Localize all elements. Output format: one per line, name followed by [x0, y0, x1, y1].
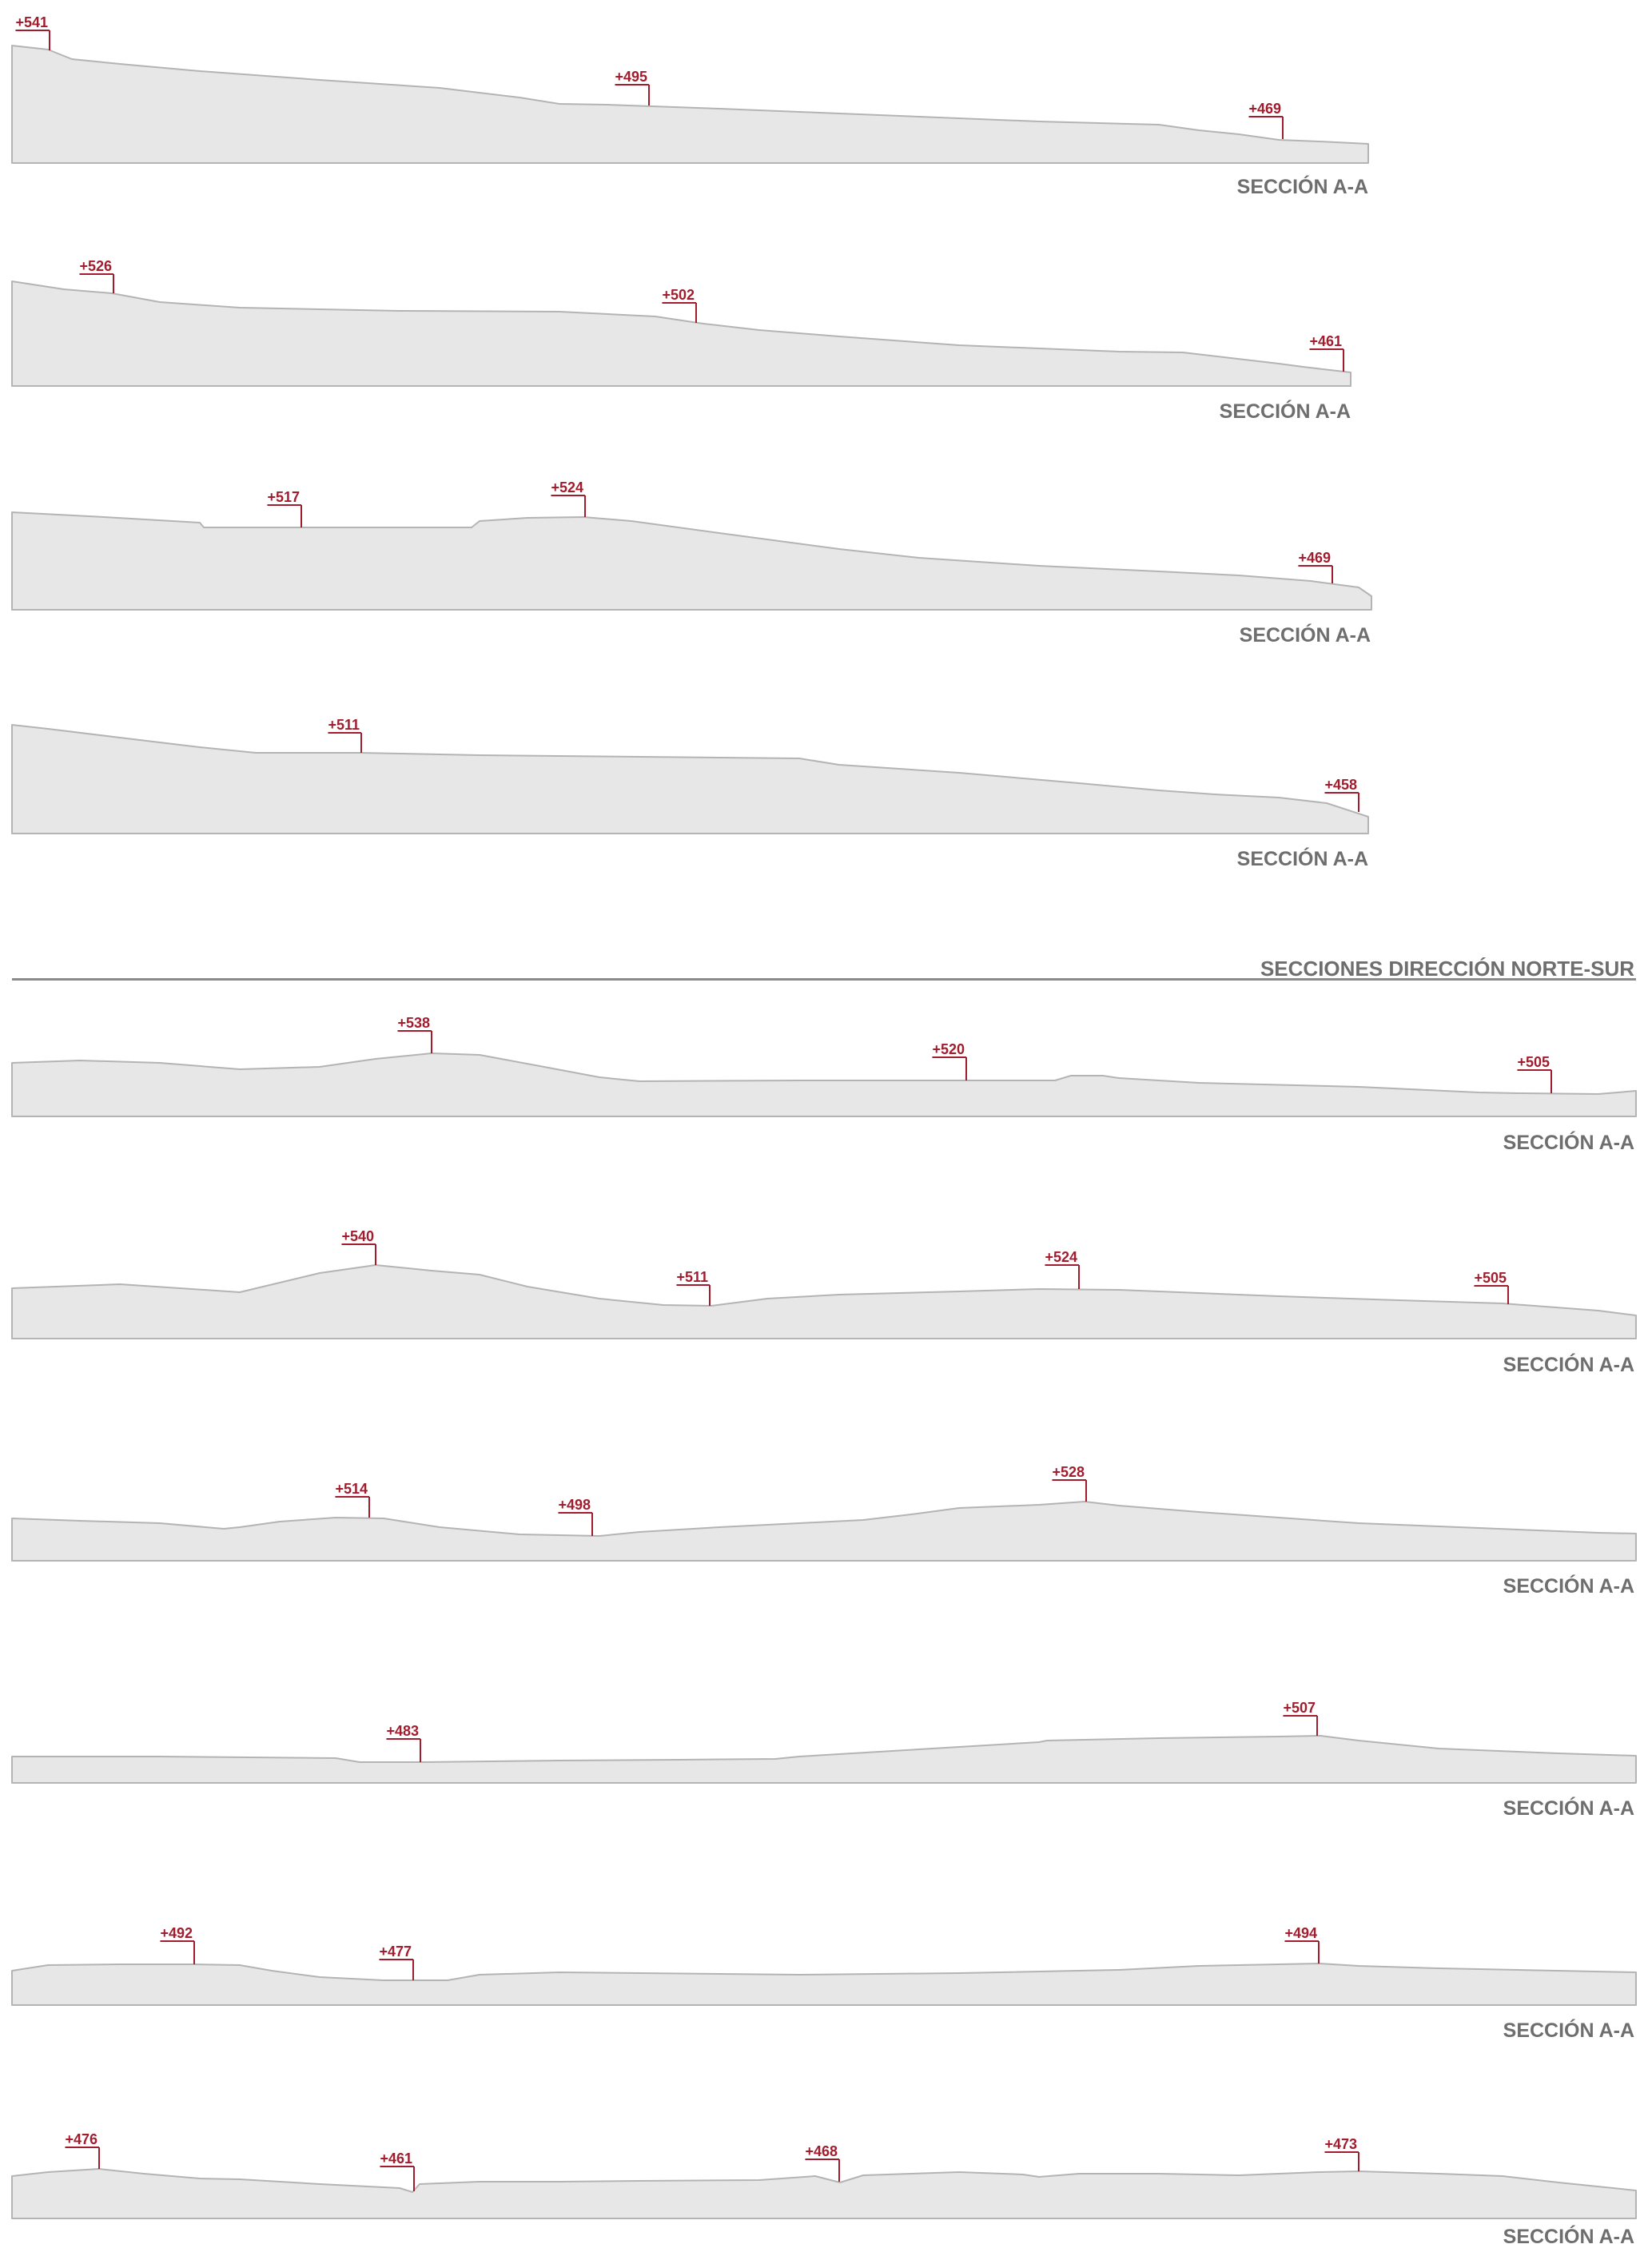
elevation-label: +473	[1324, 2136, 1357, 2152]
elevation-label: +538	[397, 1015, 430, 1031]
elevation-marker: +468	[805, 2143, 840, 2182]
terrain-profile	[11, 1501, 1637, 1562]
elevation-label: +476	[65, 2131, 98, 2147]
terrain-profile	[11, 45, 1369, 164]
elevation-label: +511	[328, 717, 360, 733]
elevation-label: +494	[1284, 1925, 1317, 1941]
elevation-marker: +492	[160, 1925, 195, 1964]
elevation-label: +520	[932, 1041, 965, 1057]
section-title: SECCIÓN A-A	[1236, 176, 1368, 198]
elevation-label: +495	[615, 69, 647, 85]
group-divider	[12, 978, 1636, 981]
terrain-section: +511 +458	[11, 717, 1369, 834]
section-title: SECCIÓN A-A	[1503, 2226, 1634, 2248]
elevation-marker: +473	[1324, 2136, 1359, 2171]
elevation-marker: +469	[1248, 101, 1284, 139]
elevation-marker: +507	[1283, 1700, 1318, 1736]
elevation-marker: +505	[1474, 1270, 1509, 1304]
elevation-label: +461	[1309, 333, 1342, 349]
terrain-section: +517 +524 +469	[11, 479, 1372, 611]
elevation-marker: +498	[558, 1497, 593, 1536]
elevation-label: +524	[551, 479, 583, 495]
terrain-section: +538 +520 +505	[11, 1015, 1637, 1117]
terrain-profile	[11, 511, 1372, 611]
elevation-marker: +476	[65, 2131, 100, 2169]
section-title: SECCIÓN A-A	[1503, 2019, 1634, 2042]
elevation-label: +469	[1298, 550, 1331, 566]
elevation-marker: +526	[79, 258, 114, 293]
section-title: SECCIÓN A-A	[1503, 1575, 1634, 1598]
section-title: SECCIÓN A-A	[1503, 1132, 1634, 1154]
elevation-label: +517	[267, 489, 300, 505]
elevation-label: +505	[1517, 1054, 1550, 1070]
terrain-section: +476 +461 +468 +473	[11, 2131, 1637, 2219]
elevation-marker: +505	[1517, 1054, 1552, 1093]
terrain-section: +483 +507	[11, 1700, 1637, 1784]
terrain-profile	[11, 724, 1369, 834]
terrain-profile	[11, 1052, 1637, 1117]
elevation-label: +541	[15, 14, 48, 30]
elevation-marker: +540	[341, 1228, 376, 1265]
elevation-marker: +502	[662, 287, 697, 323]
elevation-label: +461	[380, 2151, 412, 2166]
elevation-label: +528	[1052, 1464, 1085, 1480]
elevation-marker: +458	[1324, 777, 1359, 812]
elevation-label: +540	[341, 1228, 374, 1244]
terrain-profile	[11, 1963, 1637, 2006]
elevation-label: +511	[676, 1269, 708, 1285]
terrain-section: +526 +502 +461	[11, 258, 1351, 387]
elevation-marker: +477	[379, 1944, 414, 1980]
elevation-label: +469	[1248, 101, 1281, 117]
section-title: SECCIÓN A-A	[1239, 624, 1371, 647]
elevation-label: +514	[335, 1481, 368, 1497]
terrain-profile	[11, 1264, 1637, 1339]
elevation-marker: +469	[1298, 550, 1333, 583]
elevation-label: +502	[662, 287, 695, 303]
terrain-section: +541 +495 +469	[11, 14, 1369, 164]
elevation-marker: +528	[1052, 1464, 1087, 1502]
elevation-marker: +461	[380, 2151, 415, 2191]
elevation-marker: +520	[932, 1041, 967, 1080]
elevation-marker: +541	[15, 14, 50, 50]
elevation-marker: +517	[267, 489, 302, 527]
elevation-marker: +511	[676, 1269, 711, 1306]
elevation-label: +458	[1324, 777, 1357, 793]
elevation-label: +483	[386, 1723, 419, 1739]
terrain-section: +540 +511 +524 +505	[11, 1228, 1637, 1339]
elevation-marker: +461	[1309, 333, 1344, 372]
elevation-marker: +514	[335, 1481, 370, 1518]
elevation-marker: +494	[1284, 1925, 1320, 1964]
elevation-label: +498	[558, 1497, 591, 1513]
terrain-profile	[11, 2168, 1637, 2219]
section-title: SECCIÓN A-A	[1503, 1797, 1634, 1820]
terrain-profile	[11, 1735, 1637, 1784]
elevation-label: +526	[79, 258, 112, 274]
terrain-section: +514 +498 +528	[11, 1464, 1637, 1562]
elevation-label: +524	[1045, 1249, 1077, 1265]
elevation-label: +505	[1474, 1270, 1507, 1286]
elevation-marker: +524	[1045, 1249, 1080, 1289]
elevation-marker: +511	[328, 717, 362, 753]
section-title: SECCIÓN A-A	[1503, 1354, 1634, 1376]
section-title: SECCIÓN A-A	[1219, 400, 1351, 423]
elevation-label: +468	[805, 2143, 838, 2159]
elevation-label: +477	[379, 1944, 412, 1960]
elevation-marker: +538	[397, 1015, 432, 1053]
elevation-label: +507	[1283, 1700, 1316, 1716]
elevation-marker: +495	[615, 69, 650, 105]
elevation-marker: +524	[551, 479, 586, 517]
terrain-profile	[11, 281, 1351, 387]
elevation-label: +492	[160, 1925, 193, 1941]
section-title: SECCIÓN A-A	[1236, 848, 1368, 870]
group-title: SECCIONES DIRECCIÓN NORTE-SUR	[1260, 957, 1634, 981]
terrain-section: +492 +477 +494	[11, 1925, 1637, 2006]
elevation-marker: +483	[386, 1723, 421, 1762]
